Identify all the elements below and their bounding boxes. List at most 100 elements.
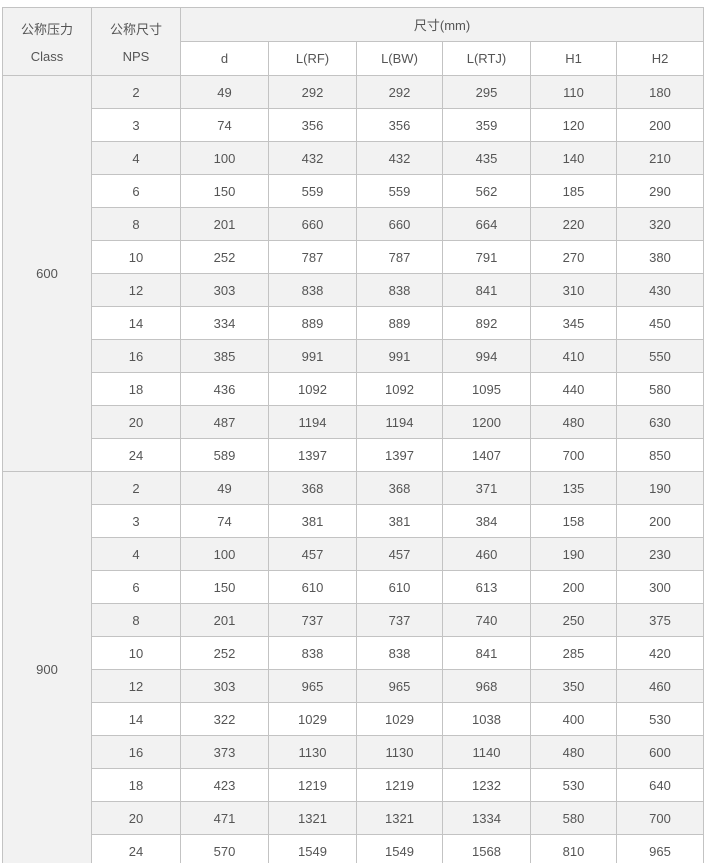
- dimension-cell: 190: [615, 471, 705, 505]
- dimension-cell: 630: [615, 405, 705, 439]
- dimension-cell: 1549: [356, 834, 443, 863]
- dimension-cell: 841: [442, 273, 531, 307]
- dimension-cell: 660: [268, 207, 357, 241]
- nps-cell: 10: [91, 240, 181, 274]
- dimension-cell: 1038: [442, 702, 531, 736]
- dimension-cell: 562: [442, 174, 531, 208]
- dimension-cell: 295: [442, 75, 531, 109]
- dimension-cell: 610: [356, 570, 443, 604]
- dimension-cell: 371: [442, 471, 531, 505]
- nps-cell: 12: [91, 669, 181, 703]
- dimension-cell: 1092: [268, 372, 357, 406]
- dimension-cell: 640: [615, 768, 705, 802]
- dimension-cell: 460: [442, 537, 531, 571]
- table-row: 24 570 1549 1549 1568 810 965: [3, 834, 705, 863]
- table-row: 10 252 838 838 841 285 420: [3, 636, 705, 670]
- dimension-cell: 110: [530, 75, 617, 109]
- dimension-cell: 220: [530, 207, 617, 241]
- dimension-cell: 810: [530, 834, 617, 863]
- dimension-cell: 49: [180, 75, 269, 109]
- nps-cell: 14: [91, 306, 181, 340]
- dimension-cell: 1140: [442, 735, 531, 769]
- dimension-cell: 1219: [268, 768, 357, 802]
- table-row: 6 150 559 559 562 185 290: [3, 174, 705, 208]
- table-row: 16 385 991 991 994 410 550: [3, 339, 705, 373]
- class-label-cell: 900: [2, 471, 92, 863]
- dimension-cell: 1321: [268, 801, 357, 835]
- dimension-cell: 252: [180, 240, 269, 274]
- nps-cell: 16: [91, 735, 181, 769]
- dimension-cell: 991: [268, 339, 357, 373]
- dimension-cell: 385: [180, 339, 269, 373]
- header-d: d: [180, 41, 269, 76]
- table-row: 4 100 457 457 460 190 230: [3, 537, 705, 571]
- dimension-cell: 530: [530, 768, 617, 802]
- dimension-cell: 889: [268, 306, 357, 340]
- dimension-cell: 1194: [356, 405, 443, 439]
- table-row: 10 252 787 787 791 270 380: [3, 240, 705, 274]
- table-row: 600 2 49 292 292 295 110 180: [2, 75, 705, 472]
- dimension-cell: 290: [615, 174, 705, 208]
- dimension-cell: 480: [530, 735, 617, 769]
- dimension-cell: 100: [180, 141, 269, 175]
- dimension-cell: 480: [530, 405, 617, 439]
- header-size-mm: 尺寸(mm): [179, 7, 705, 42]
- dimension-cell: 580: [615, 372, 705, 406]
- header-nps-en: NPS: [122, 48, 150, 64]
- table-row: 14 322 1029 1029 1038 400 530: [3, 702, 705, 736]
- header-h1: H1: [530, 41, 617, 76]
- dimension-cell: 1194: [268, 405, 357, 439]
- dimension-cell: 410: [530, 339, 617, 373]
- nps-cell: 24: [91, 834, 181, 863]
- dimension-cell: 559: [268, 174, 357, 208]
- header-nps: 公称尺寸 NPS: [91, 7, 181, 76]
- dimension-cell: 1130: [268, 735, 357, 769]
- dimension-cell: 1092: [356, 372, 443, 406]
- table-row: 14 334 889 889 892 345 450: [3, 306, 705, 340]
- dimension-cell: 737: [268, 603, 357, 637]
- dimension-cell: 201: [180, 207, 269, 241]
- dimension-cell: 423: [180, 768, 269, 802]
- class-label-cell: 600: [2, 75, 92, 472]
- dimension-cell: 200: [615, 504, 705, 538]
- nps-cell: 20: [91, 801, 181, 835]
- dimension-cell: 1029: [356, 702, 443, 736]
- dimension-cell: 180: [615, 75, 705, 109]
- dimension-cell: 1397: [356, 438, 443, 472]
- dimension-cell: 838: [268, 636, 357, 670]
- table-row: 18 436 1092 1092 1095 440 580: [3, 372, 705, 406]
- dimension-cell: 1568: [442, 834, 531, 863]
- dimension-cell: 559: [356, 174, 443, 208]
- dimension-cell: 380: [615, 240, 705, 274]
- table-body: 600 2 49 292 292 295 110 180 3 74 356 356 359 120 200 4…: [2, 75, 705, 863]
- dimension-cell: 664: [442, 207, 531, 241]
- nps-cell: 8: [91, 603, 181, 637]
- dimension-cell: 994: [442, 339, 531, 373]
- dimension-cell: 1219: [356, 768, 443, 802]
- nps-cell: 8: [91, 207, 181, 241]
- table-row: 4 100 432 432 435 140 210: [3, 141, 705, 175]
- dimension-cell: 135: [530, 471, 617, 505]
- dimension-cell: 787: [356, 240, 443, 274]
- table-row: 12 303 965 965 968 350 460: [3, 669, 705, 703]
- dimension-cell: 375: [615, 603, 705, 637]
- dimension-cell: 100: [180, 537, 269, 571]
- dimension-cell: 838: [356, 273, 443, 307]
- dimension-cell: 74: [180, 108, 269, 142]
- dimension-cell: 150: [180, 174, 269, 208]
- dimension-cell: 359: [442, 108, 531, 142]
- dimension-cell: 1095: [442, 372, 531, 406]
- dimension-cell: 158: [530, 504, 617, 538]
- dimension-cell: 991: [356, 339, 443, 373]
- dimension-cell: 457: [268, 537, 357, 571]
- dimension-cell: 435: [442, 141, 531, 175]
- header-class-cn: 公称压力: [20, 22, 73, 38]
- dimension-cell: 841: [442, 636, 531, 670]
- dimension-cell: 1130: [356, 735, 443, 769]
- dimension-cell: 381: [268, 504, 357, 538]
- nps-cell: 6: [91, 570, 181, 604]
- dimension-cell: 530: [615, 702, 705, 736]
- dimension-cell: 471: [180, 801, 269, 835]
- nps-cell: 6: [91, 174, 181, 208]
- nps-cell: 20: [91, 405, 181, 439]
